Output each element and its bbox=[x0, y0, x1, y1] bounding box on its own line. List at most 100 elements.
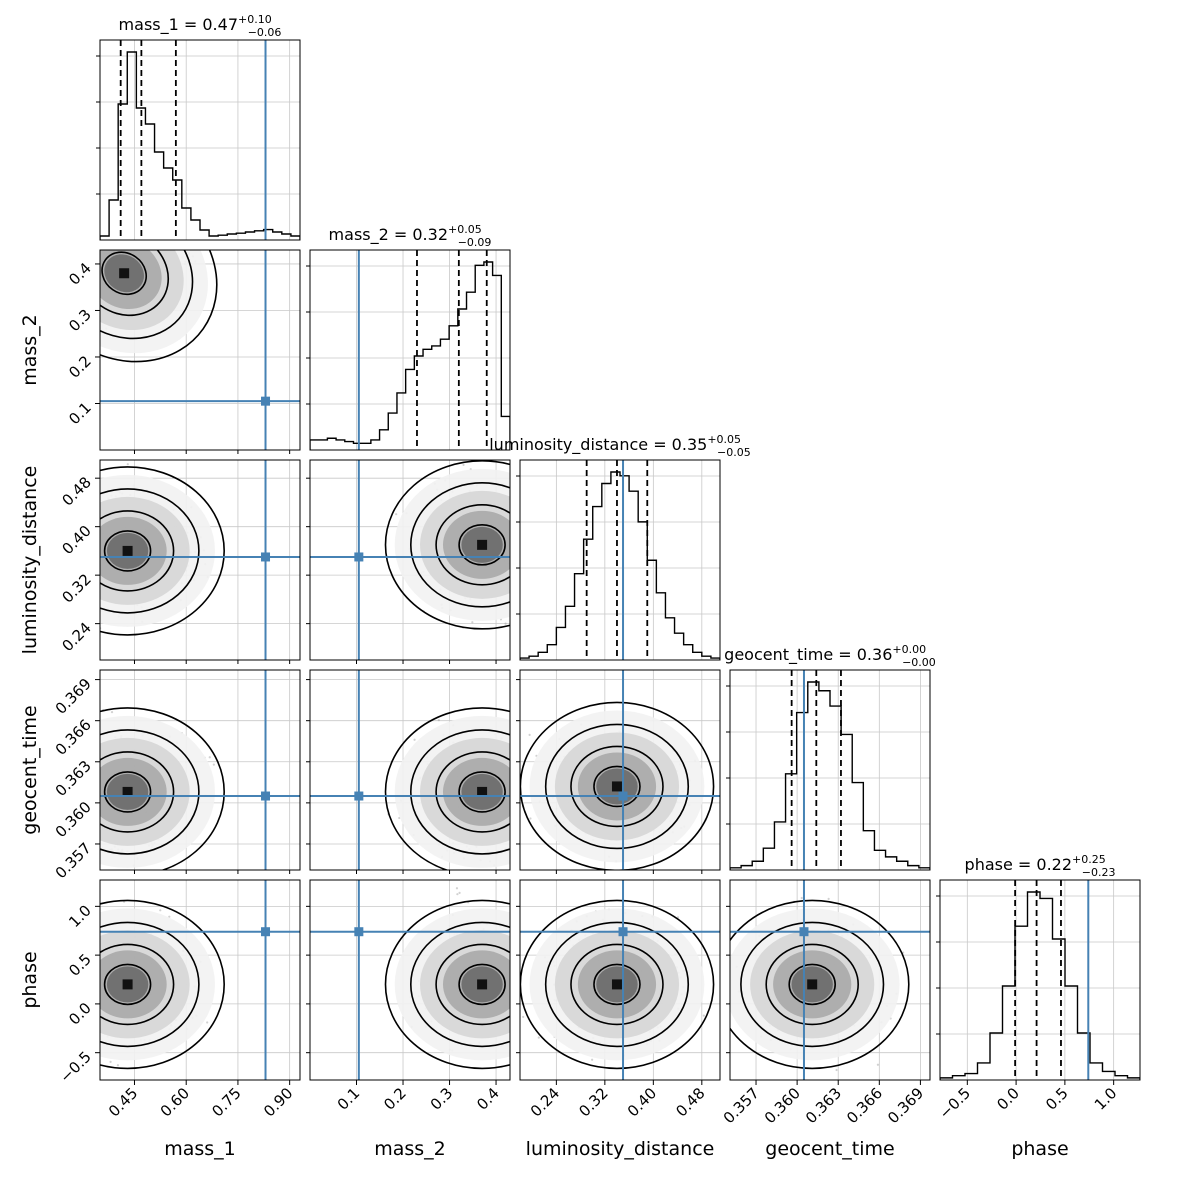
scatter-point bbox=[521, 527, 523, 529]
scatter-point bbox=[155, 242, 157, 244]
scatter-point bbox=[89, 791, 91, 793]
scatter-point bbox=[55, 991, 57, 993]
scatter-point bbox=[51, 774, 53, 776]
scatter-point bbox=[91, 561, 93, 563]
scatter-point bbox=[63, 506, 65, 508]
truth-marker bbox=[618, 927, 628, 937]
density-panel-mass_1-luminosity_distance bbox=[54, 460, 300, 660]
scatter-point bbox=[172, 218, 174, 220]
scatter-point bbox=[193, 236, 195, 238]
x-tick-label: 0.4 bbox=[473, 1084, 503, 1114]
scatter-point bbox=[53, 322, 55, 324]
x-tick-label: 0.3 bbox=[427, 1084, 457, 1114]
scatter-point bbox=[67, 328, 69, 330]
density-panel-mass_2-phase bbox=[310, 880, 525, 1080]
scatter-point bbox=[84, 517, 86, 519]
scatter-point bbox=[74, 792, 76, 794]
scatter-point bbox=[80, 254, 82, 256]
scatter-point bbox=[541, 564, 543, 566]
scatter-point bbox=[224, 175, 226, 177]
scatter-point bbox=[702, 1014, 705, 1017]
density-panel-mass_2-geocent_time bbox=[310, 670, 533, 870]
scatter-point bbox=[512, 964, 514, 966]
scatter-point bbox=[516, 1018, 518, 1020]
scatter-point bbox=[95, 1048, 97, 1050]
scatter-point bbox=[54, 542, 56, 544]
scatter-point bbox=[93, 301, 95, 303]
scatter-point bbox=[53, 319, 55, 321]
scatter-point bbox=[516, 758, 518, 760]
y-tick-label: 0.48 bbox=[58, 473, 94, 509]
scatter-point bbox=[543, 527, 545, 529]
scatter-point bbox=[78, 340, 80, 342]
scatter-point bbox=[95, 521, 97, 523]
scatter-point bbox=[179, 211, 181, 213]
scatter-point bbox=[546, 561, 548, 563]
scatter-point bbox=[109, 1060, 112, 1063]
scatter-point bbox=[567, 536, 569, 538]
scatter-point bbox=[97, 973, 99, 975]
scatter-point bbox=[195, 215, 197, 217]
density-panel-mass_1-mass_2 bbox=[7, 153, 300, 450]
scatter-point bbox=[90, 786, 92, 788]
scatter-point bbox=[516, 797, 518, 799]
density-peak bbox=[122, 979, 133, 990]
scatter-point bbox=[140, 245, 142, 247]
scatter-point bbox=[117, 236, 119, 238]
scatter-point bbox=[7, 323, 9, 325]
scatter-point bbox=[462, 463, 465, 467]
scatter-point bbox=[211, 215, 213, 217]
density-peak bbox=[477, 979, 488, 990]
scatter-point bbox=[178, 242, 180, 244]
scatter-point bbox=[93, 826, 95, 828]
scatter-point bbox=[517, 551, 519, 553]
scatter-point bbox=[95, 256, 97, 258]
scatter-point bbox=[231, 153, 233, 155]
scatter-point bbox=[529, 534, 531, 536]
scatter-point bbox=[81, 976, 83, 978]
grid-lines bbox=[310, 250, 510, 450]
truth-marker bbox=[618, 791, 628, 801]
scatter-point bbox=[145, 231, 147, 233]
scatter-point bbox=[531, 758, 533, 760]
grid-lines bbox=[940, 880, 1140, 1080]
scatter-point bbox=[75, 997, 77, 999]
scatter-point bbox=[529, 817, 532, 820]
scatter-point bbox=[87, 241, 89, 243]
contour-line bbox=[103, 530, 152, 572]
density-panel-geocent_time-phase bbox=[730, 880, 930, 1080]
scatter-point bbox=[91, 574, 93, 576]
scatter-point bbox=[81, 597, 83, 599]
scatter-point bbox=[87, 953, 89, 955]
scatter-point bbox=[72, 290, 74, 292]
scatter-point bbox=[96, 780, 98, 782]
y-tick-label: 0.1 bbox=[65, 399, 95, 429]
scatter-point bbox=[89, 300, 91, 302]
scatter-point bbox=[161, 221, 163, 223]
scatter-point bbox=[516, 563, 518, 565]
scatter-point bbox=[199, 191, 201, 193]
scatter-point bbox=[65, 956, 67, 958]
scatter-point bbox=[83, 782, 85, 784]
scatter-point bbox=[77, 349, 79, 351]
contour-line bbox=[384, 707, 510, 870]
scatter-point bbox=[205, 218, 207, 220]
scatter-point bbox=[79, 1038, 81, 1040]
scatter-point bbox=[530, 736, 532, 738]
scatter-point bbox=[78, 507, 80, 509]
scatter-point bbox=[33, 309, 35, 311]
scatter-point bbox=[528, 763, 530, 765]
scatter-point bbox=[157, 234, 159, 236]
scatter-point bbox=[514, 981, 516, 983]
scatter-point bbox=[7, 397, 9, 399]
scatter-point bbox=[62, 801, 64, 803]
scatter-point bbox=[95, 795, 97, 797]
scatter-point bbox=[86, 340, 88, 342]
scatter-point bbox=[12, 398, 14, 400]
scatter-point bbox=[199, 213, 201, 215]
scatter-point bbox=[94, 582, 96, 584]
contour-line bbox=[740, 921, 885, 1048]
scatter-point bbox=[523, 1021, 525, 1023]
contour-line bbox=[730, 899, 910, 1070]
x-tick-label: 0.90 bbox=[260, 1084, 296, 1120]
